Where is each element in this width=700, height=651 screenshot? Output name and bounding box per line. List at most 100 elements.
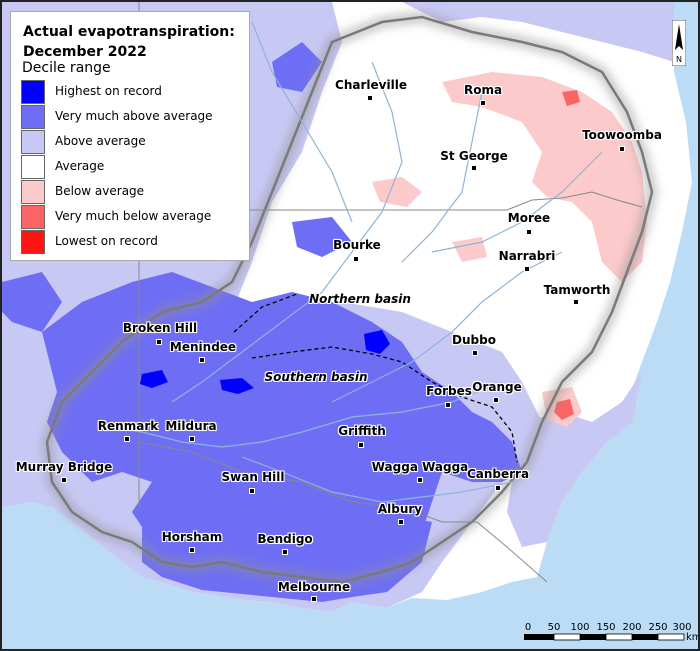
place-marker <box>619 146 625 152</box>
region-very-much-above-west <box>2 272 62 332</box>
scale-tick-label: 300 <box>672 622 691 633</box>
place-marker <box>480 100 486 106</box>
legend-label: Above average <box>55 134 146 148</box>
state-border-vic <box>138 441 548 583</box>
place-marker <box>353 256 359 262</box>
legend-swatch <box>21 230 45 254</box>
legend-item: Lowest on record <box>21 230 247 254</box>
place-marker <box>472 350 478 356</box>
scale-tick-label: 50 <box>548 622 561 633</box>
legend-item: Very much below average <box>21 205 247 229</box>
legend-label: Very much above average <box>55 109 213 123</box>
map-title-line1: Actual evapotranspiration: <box>23 24 235 40</box>
place-label: Moree <box>507 211 551 225</box>
place-label: Renmark <box>97 419 159 433</box>
scale-tick-label: 0 <box>525 622 531 633</box>
place-label: Bourke <box>333 238 381 252</box>
region-very-much-below-2 <box>562 90 580 106</box>
place-label: Swan Hill <box>221 470 285 484</box>
place-marker <box>358 442 364 448</box>
state-border-qld-nsw <box>139 191 643 211</box>
region-below-average-1 <box>442 72 647 282</box>
place-label: Toowoomba <box>582 128 662 142</box>
place-label: St George <box>440 149 508 163</box>
legend-item: Above average <box>21 130 247 154</box>
region-above-average-east <box>507 372 642 547</box>
region-very-much-below-1 <box>554 399 574 420</box>
north-label: N <box>676 55 682 64</box>
legend-swatch <box>21 205 45 229</box>
legend-label: Lowest on record <box>55 234 158 248</box>
region-very-much-above-northwest <box>272 42 322 92</box>
place-marker <box>573 299 579 305</box>
basin-label-northern: Northern basin <box>309 292 411 306</box>
map-title-line2: December 2022 <box>23 44 147 60</box>
rivers <box>111 21 603 503</box>
legend-swatch <box>21 155 45 179</box>
place-label: Forbes <box>426 384 472 398</box>
place-label: Menindee <box>169 340 237 354</box>
legend-item: Average <box>21 155 247 179</box>
basin-label-southern: Southern basin <box>264 370 368 384</box>
region-highest-record-2 <box>140 370 168 388</box>
legend-label: Below average <box>55 184 145 198</box>
legend-label: Very much below average <box>55 209 212 223</box>
legend-item: Highest on record <box>21 80 247 104</box>
place-marker <box>471 165 477 171</box>
legend-label: Highest on record <box>55 84 162 98</box>
place-marker <box>495 485 501 491</box>
legend-item: Below average <box>21 180 247 204</box>
place-marker <box>524 266 530 272</box>
legend: Actual evapotranspiration: December 2022… <box>10 11 250 261</box>
region-very-much-above-north <box>292 217 352 257</box>
place-label: Tamworth <box>543 283 611 297</box>
place-marker <box>199 357 205 363</box>
basin-divider <box>233 293 518 463</box>
place-marker <box>398 519 404 525</box>
legend-swatch <box>21 105 45 129</box>
region-above-average-north <box>402 2 674 62</box>
place-marker <box>189 436 195 442</box>
region-below-average-2 <box>372 177 422 207</box>
scale-bar: 0 50 100 150 200 250 300 km <box>524 622 700 643</box>
north-arrow-icon: N <box>672 20 686 66</box>
legend-swatch <box>21 130 45 154</box>
place-marker <box>156 339 162 345</box>
legend-label: Average <box>55 159 105 173</box>
place-label: Albury <box>377 502 423 516</box>
scale-tick-label: 200 <box>622 622 641 633</box>
place-marker <box>61 477 67 483</box>
scale-tick-label: 150 <box>596 622 615 633</box>
place-label: Charleville <box>335 78 407 92</box>
place-label: Roma <box>463 83 503 97</box>
place-label: Orange <box>472 380 522 394</box>
legend-swatch <box>21 180 45 204</box>
place-label: Mildura <box>165 419 217 433</box>
legend-item: Very much above average <box>21 105 247 129</box>
legend-swatch <box>21 80 45 104</box>
legend-subtitle: Decile range <box>22 60 111 76</box>
place-label: Melbourne <box>277 580 351 594</box>
place-marker <box>526 229 532 235</box>
scale-unit: km <box>686 632 700 643</box>
place-label: Wagga Wagga <box>371 460 469 474</box>
map-title: Actual evapotranspiration: December 2022 <box>23 22 235 62</box>
place-marker <box>249 488 255 494</box>
place-label: Canberra <box>466 467 530 481</box>
place-label: Griffith <box>338 424 386 438</box>
scale-tick-label: 100 <box>570 622 589 633</box>
place-marker <box>189 547 195 553</box>
region-highest-record-1 <box>364 330 390 354</box>
place-marker <box>124 436 130 442</box>
place-marker <box>311 596 317 602</box>
place-marker <box>445 402 451 408</box>
place-label: Dubbo <box>452 333 496 347</box>
place-marker <box>367 95 373 101</box>
place-label: Horsham <box>161 530 223 544</box>
place-label: Murray Bridge <box>15 460 113 474</box>
place-marker <box>493 397 499 403</box>
place-marker <box>282 549 288 555</box>
basin-outline <box>45 15 654 584</box>
